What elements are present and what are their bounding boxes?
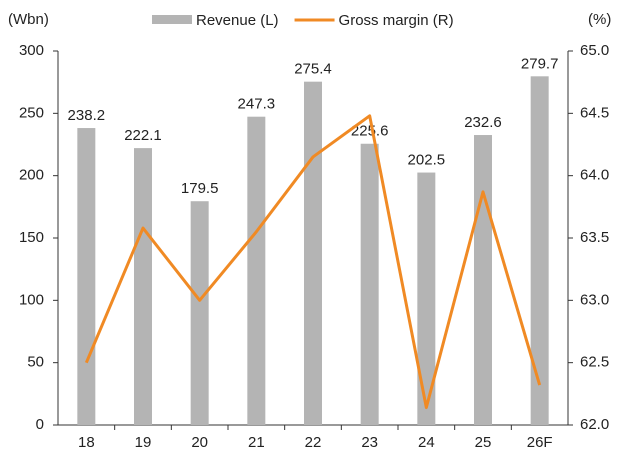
bar bbox=[474, 135, 492, 425]
x-tick-label: 24 bbox=[418, 434, 435, 451]
bar bbox=[77, 128, 96, 425]
bar-value-label: 202.5 bbox=[408, 152, 446, 169]
y2-tick-label: 62.5 bbox=[580, 354, 609, 371]
bar-value-label: 225.6 bbox=[351, 123, 389, 140]
bar-value-label: 275.4 bbox=[294, 61, 332, 78]
y2-tick-label: 63.0 bbox=[580, 291, 609, 308]
y2-tick-label: 64.5 bbox=[580, 104, 609, 121]
y2-axis-title: (%) bbox=[588, 11, 611, 28]
y2-tick-label: 65.0 bbox=[580, 42, 609, 59]
y-tick-label: 250 bbox=[19, 104, 44, 121]
bar bbox=[530, 76, 549, 425]
bar-value-label: 247.3 bbox=[238, 96, 276, 113]
y2-tick-label: 62.0 bbox=[580, 416, 609, 433]
bar bbox=[360, 143, 379, 425]
x-tick-label: 26F bbox=[527, 434, 553, 451]
x-tick-label: 25 bbox=[475, 434, 492, 451]
bar-value-label: 238.2 bbox=[68, 107, 106, 124]
x-tick-label: 21 bbox=[248, 434, 265, 451]
bar bbox=[417, 172, 436, 425]
y-axis-title: (Wbn) bbox=[8, 11, 49, 28]
bar bbox=[190, 201, 209, 425]
y2-tick-label: 64.0 bbox=[580, 167, 609, 184]
bar bbox=[247, 116, 266, 425]
bar-value-label: 179.5 bbox=[181, 180, 219, 197]
x-tick-label: 22 bbox=[305, 434, 322, 451]
y-tick-label: 0 bbox=[36, 416, 44, 433]
legend-label: Revenue (L) bbox=[196, 12, 279, 29]
y-tick-label: 300 bbox=[19, 42, 44, 59]
bar bbox=[304, 81, 322, 425]
y-tick-label: 100 bbox=[19, 291, 44, 308]
x-tick-label: 23 bbox=[361, 434, 378, 451]
y-tick-label: 50 bbox=[27, 354, 44, 371]
bar-value-label: 222.1 bbox=[124, 127, 162, 144]
x-tick-label: 18 bbox=[78, 434, 95, 451]
legend-label: Gross margin (R) bbox=[339, 12, 454, 29]
y2-tick-label: 63.5 bbox=[580, 229, 609, 246]
bar-value-label: 232.6 bbox=[464, 114, 502, 131]
bar bbox=[134, 148, 152, 425]
y-tick-label: 150 bbox=[19, 229, 44, 246]
x-tick-label: 20 bbox=[191, 434, 208, 451]
x-tick-label: 19 bbox=[135, 434, 152, 451]
legend-swatch bbox=[152, 15, 192, 24]
y-tick-label: 200 bbox=[19, 167, 44, 184]
bar-value-label: 279.7 bbox=[521, 55, 559, 72]
line bbox=[84, 114, 542, 410]
